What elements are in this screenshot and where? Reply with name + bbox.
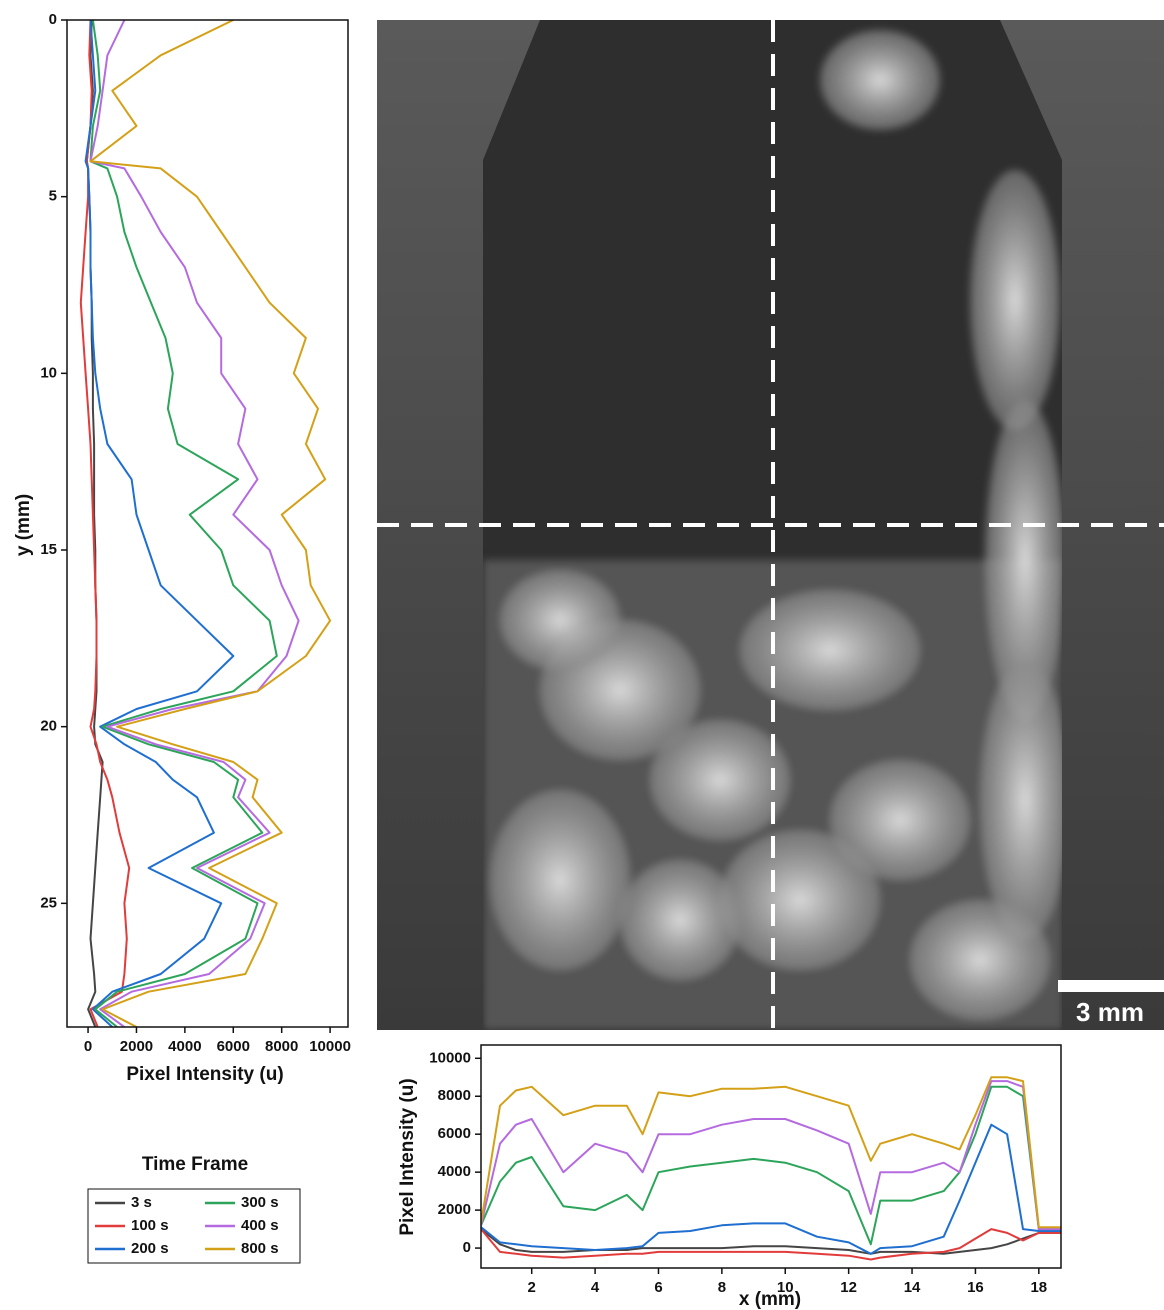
x-tick-label: 18: [1030, 1279, 1047, 1296]
series-line: [89, 20, 278, 1027]
plot-frame: [66, 19, 349, 1028]
plot-lines: [481, 1076, 1061, 1261]
legend-label: 100 s: [131, 1217, 169, 1234]
legend-title: Time Frame: [142, 1154, 248, 1175]
y-axis-title: Pixel Intensity (u): [397, 1078, 418, 1235]
scale-bar-label: 3 mm: [1076, 997, 1144, 1027]
legend-label: 400 s: [241, 1217, 279, 1234]
series-line: [481, 1085, 1061, 1246]
y-tick-label: 6000: [438, 1125, 471, 1142]
series-line: [481, 1080, 1061, 1231]
plot-frame: [480, 1044, 1062, 1269]
x-tick-label: 6000: [217, 1038, 250, 1055]
x-tick-label: 14: [904, 1279, 921, 1296]
legend-label: 300 s: [241, 1194, 279, 1211]
y-tick-label: 25: [40, 894, 57, 911]
legend-label: 3 s: [131, 1194, 152, 1211]
x-tick-label: 10000: [309, 1038, 351, 1055]
series-line: [481, 1228, 1061, 1255]
x-tick-label: 16: [967, 1279, 984, 1296]
y-tick-label: 20: [40, 718, 57, 735]
x-tick-label: 4000: [168, 1038, 201, 1055]
y-axis-title: y (mm): [13, 494, 34, 556]
radiograph: [377, 20, 1164, 1030]
plot-lines: [79, 20, 332, 1027]
x-tick-label: 12: [840, 1279, 857, 1296]
y-tick-label: 5: [49, 188, 57, 205]
y-tick-label: 4000: [438, 1163, 471, 1180]
series-line: [84, 20, 235, 1027]
y-tick-label: 8000: [438, 1087, 471, 1104]
x-tick-label: 4: [591, 1279, 600, 1296]
x-tick-label: 8: [718, 1279, 726, 1296]
y-tick-label: 0: [49, 11, 57, 28]
x-tick-label: 2000: [120, 1038, 153, 1055]
x-axis-title: Pixel Intensity (u): [126, 1064, 283, 1085]
series-line: [89, 20, 300, 1027]
x-tick-label: 10: [777, 1279, 794, 1296]
y-tick-label: 10000: [429, 1049, 471, 1066]
y-tick-label: 0: [463, 1239, 471, 1256]
legend-label: 200 s: [131, 1240, 169, 1257]
y-tick-label: 10: [40, 364, 57, 381]
series-line: [481, 1076, 1061, 1229]
x-tick-label: 2: [528, 1279, 536, 1296]
x-tick-label: 0: [84, 1038, 92, 1055]
y-tick-label: 15: [40, 541, 57, 558]
legend-label: 800 s: [241, 1240, 279, 1257]
series-line: [481, 1228, 1061, 1261]
x-axis-title: x (mm): [739, 1289, 801, 1310]
series-line: [481, 1123, 1061, 1255]
x-tick-label: 8000: [265, 1038, 298, 1055]
series-line: [89, 20, 332, 1027]
x-tick-label: 6: [654, 1279, 662, 1296]
y-tick-label: 2000: [438, 1201, 471, 1218]
